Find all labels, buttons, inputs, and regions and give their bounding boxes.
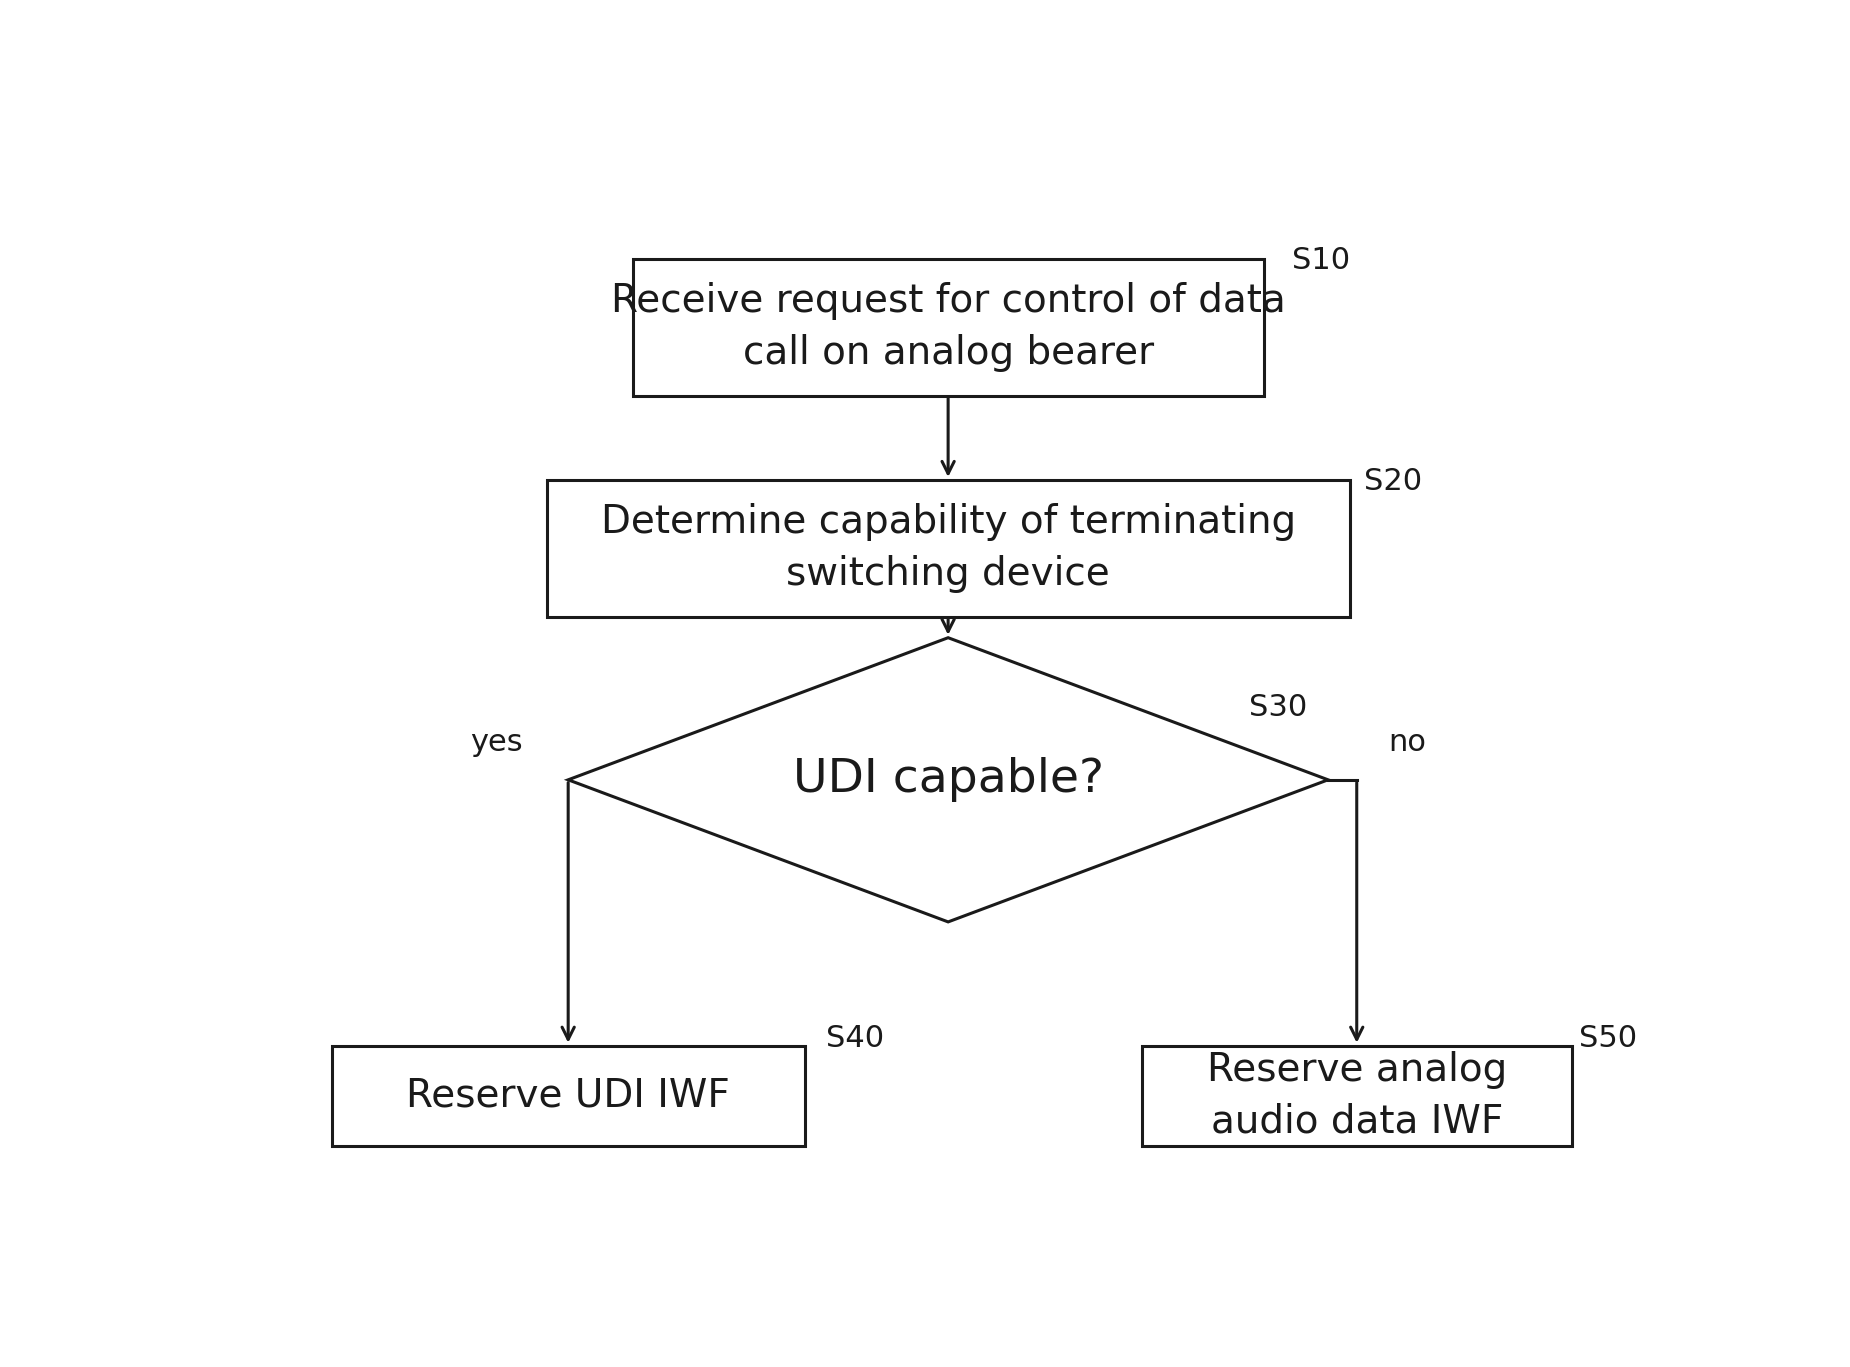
Text: Reserve analog
audio data IWF: Reserve analog audio data IWF bbox=[1206, 1051, 1508, 1140]
Text: S20: S20 bbox=[1363, 466, 1423, 496]
Bar bbox=[1141, 1046, 1572, 1146]
Bar bbox=[548, 480, 1350, 617]
Text: no: no bbox=[1388, 729, 1426, 757]
Text: S50: S50 bbox=[1578, 1024, 1637, 1054]
Text: S10: S10 bbox=[1291, 246, 1350, 275]
Text: S40: S40 bbox=[827, 1024, 884, 1054]
Bar bbox=[331, 1046, 805, 1146]
Bar bbox=[633, 258, 1264, 395]
Text: Receive request for control of data
call on analog bearer: Receive request for control of data call… bbox=[610, 283, 1286, 372]
Polygon shape bbox=[568, 637, 1328, 921]
Text: yes: yes bbox=[470, 729, 524, 757]
Text: Determine capability of terminating
switching device: Determine capability of terminating swit… bbox=[601, 503, 1295, 593]
Text: Reserve UDI IWF: Reserve UDI IWF bbox=[407, 1077, 731, 1114]
Text: UDI capable?: UDI capable? bbox=[792, 757, 1104, 802]
Text: S30: S30 bbox=[1249, 693, 1308, 722]
